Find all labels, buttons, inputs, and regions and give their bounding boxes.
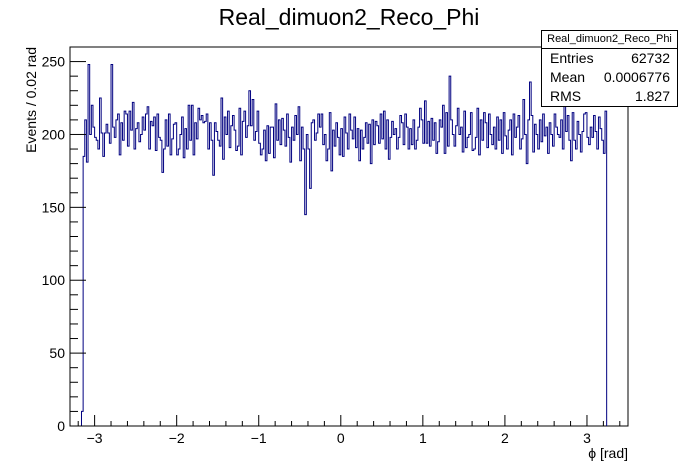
stats-mean-label: Mean	[550, 69, 586, 85]
x-tick-label: −2	[169, 430, 185, 446]
stats-rms-value: 1.827	[634, 88, 670, 104]
stats-entries-value: 62732	[631, 50, 670, 66]
y-axis-label: Events / 0.02 rad	[23, 47, 39, 153]
y-tick-label: 250	[42, 54, 66, 70]
x-axis: −3 −2 −1 0 1 2 3	[77, 415, 621, 446]
y-tick-label: 0	[57, 418, 65, 434]
x-tick-label: 2	[501, 430, 509, 446]
stats-mean-value: 0.0006776	[603, 69, 670, 85]
x-tick-label: 3	[583, 430, 591, 446]
histogram-series	[80, 63, 608, 426]
stats-box-title: Real_dimuon2_Reco_Phi	[542, 31, 677, 49]
x-tick-label: 0	[337, 430, 345, 446]
y-tick-label: 50	[49, 345, 65, 361]
stats-row-rms: RMS 1.827	[542, 87, 677, 106]
x-tick-label: 1	[419, 430, 427, 446]
chart-title: Real_dimuon2_Reco_Phi	[218, 4, 480, 30]
x-axis-label: ϕ [rad]	[588, 445, 628, 461]
y-tick-label: 100	[42, 272, 66, 288]
stats-entries-label: Entries	[550, 50, 594, 66]
y-tick-label: 200	[42, 126, 66, 142]
x-tick-label: −3	[87, 430, 103, 446]
histogram-line	[80, 63, 608, 426]
y-axis: 0 50 100 150 200 250	[42, 46, 86, 434]
stats-row-mean: Mean 0.0006776	[542, 68, 677, 87]
stats-rms-label: RMS	[550, 88, 582, 104]
x-tick-label: −1	[251, 430, 267, 446]
stats-box: Real_dimuon2_Reco_Phi Entries 62732 Mean…	[541, 30, 678, 107]
y-tick-label: 150	[42, 199, 66, 215]
stats-row-entries: Entries 62732	[542, 49, 677, 68]
